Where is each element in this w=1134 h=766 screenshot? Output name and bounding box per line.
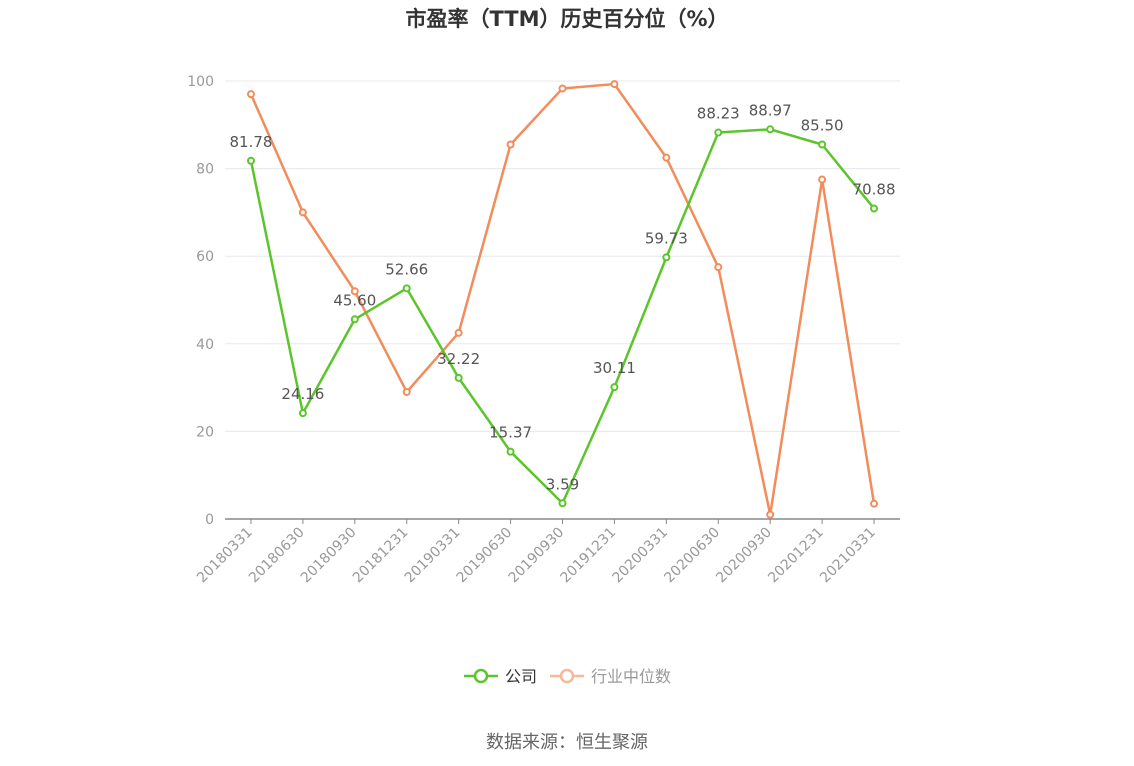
data-label-company: 30.11 bbox=[593, 359, 636, 377]
chart-title: 市盈率（TTM）历史百分位（%） bbox=[405, 7, 728, 31]
point-industry[interactable] bbox=[558, 84, 567, 93]
legend-marker-company bbox=[473, 668, 489, 684]
data-label-company: 85.50 bbox=[801, 117, 844, 135]
legend-item-industry[interactable]: 行业中位数 bbox=[550, 667, 671, 686]
legend-label-company: 公司 bbox=[505, 667, 537, 686]
x-tick-label: 20190331 bbox=[402, 525, 464, 587]
data-label-company: 32.22 bbox=[437, 350, 480, 368]
data-label-company: 88.97 bbox=[749, 101, 792, 119]
point-industry[interactable] bbox=[402, 387, 411, 396]
x-tick-label: 20190630 bbox=[454, 525, 516, 587]
point-industry[interactable] bbox=[766, 510, 775, 519]
point-company[interactable] bbox=[350, 315, 359, 324]
legend: 公司 行业中位数 bbox=[464, 667, 671, 686]
point-company[interactable] bbox=[870, 204, 879, 213]
data-labels: 81.78 24.16 45.60 52.66 32.22 15.37 3.59 30.11 5… bbox=[229, 101, 895, 493]
x-tick-label: 20190930 bbox=[506, 525, 568, 587]
source-note: 数据来源：恒生聚源 bbox=[486, 732, 648, 753]
point-company[interactable] bbox=[818, 140, 827, 149]
point-industry[interactable] bbox=[870, 499, 879, 508]
x-tick-label: 20200630 bbox=[661, 525, 723, 587]
point-company[interactable] bbox=[246, 156, 255, 165]
x-tick-label: 20180331 bbox=[194, 525, 256, 587]
data-label-company: 52.66 bbox=[385, 260, 428, 278]
point-company[interactable] bbox=[558, 499, 567, 508]
point-industry[interactable] bbox=[818, 175, 827, 184]
point-industry[interactable] bbox=[350, 287, 359, 296]
data-label-company: 24.16 bbox=[281, 385, 324, 403]
data-label-company: 59.73 bbox=[645, 229, 688, 247]
legend-marker-industry bbox=[559, 668, 575, 684]
x-tick-label: 20191231 bbox=[558, 525, 620, 587]
y-tick-label: 60 bbox=[196, 249, 214, 265]
point-industry[interactable] bbox=[662, 153, 671, 162]
data-label-company: 70.88 bbox=[853, 181, 896, 199]
x-tick-label: 20200930 bbox=[713, 525, 775, 587]
point-company[interactable] bbox=[298, 409, 307, 418]
point-industry[interactable] bbox=[454, 328, 463, 337]
point-industry[interactable] bbox=[506, 140, 515, 149]
data-label-company: 88.23 bbox=[697, 105, 740, 123]
y-tick-label: 100 bbox=[187, 74, 214, 90]
x-tick-label: 20210331 bbox=[817, 525, 879, 587]
legend-label-industry: 行业中位数 bbox=[591, 667, 671, 686]
point-company[interactable] bbox=[662, 253, 671, 262]
point-company[interactable] bbox=[402, 284, 411, 293]
point-company[interactable] bbox=[714, 128, 723, 137]
data-label-company: 45.60 bbox=[333, 291, 376, 309]
y-tick-label: 80 bbox=[196, 162, 214, 178]
point-industry[interactable] bbox=[714, 263, 723, 272]
legend-item-company[interactable]: 公司 bbox=[464, 667, 537, 686]
point-industry[interactable] bbox=[246, 90, 255, 99]
point-company[interactable] bbox=[454, 373, 463, 382]
y-tick-label: 20 bbox=[196, 424, 214, 440]
x-tick-label: 20201231 bbox=[765, 525, 827, 587]
x-tick-label: 20180930 bbox=[298, 525, 360, 587]
point-industry[interactable] bbox=[298, 208, 307, 217]
axes: 0 20 40 60 80 100 2018033120180630201809302018… bbox=[187, 74, 900, 586]
y-tick-label: 40 bbox=[196, 337, 214, 353]
grid bbox=[225, 80, 900, 432]
x-tick-label: 20180630 bbox=[246, 525, 308, 587]
data-label-company: 15.37 bbox=[489, 424, 532, 442]
y-tick-label: 0 bbox=[205, 512, 214, 528]
x-tick-label: 20181231 bbox=[350, 525, 412, 587]
point-industry[interactable] bbox=[610, 80, 619, 89]
point-company[interactable] bbox=[766, 125, 775, 134]
data-label-company: 3.59 bbox=[546, 475, 579, 493]
x-tick-label: 20200331 bbox=[609, 525, 671, 587]
data-label-company: 81.78 bbox=[229, 133, 272, 151]
series bbox=[246, 80, 879, 519]
point-company[interactable] bbox=[506, 447, 515, 456]
point-company[interactable] bbox=[610, 383, 619, 392]
